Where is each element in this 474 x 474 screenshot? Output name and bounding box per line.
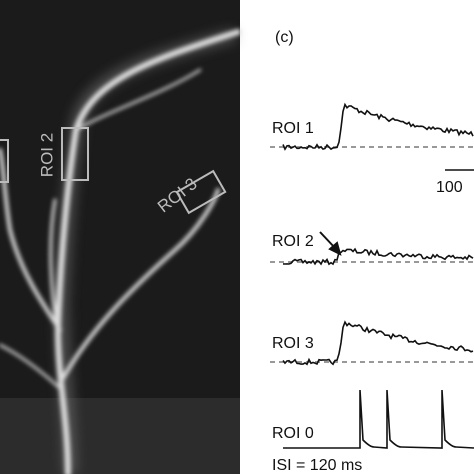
trace-label: ROI 1 xyxy=(272,120,314,137)
traces xyxy=(282,102,474,449)
trace xyxy=(282,247,474,266)
trace xyxy=(282,102,474,151)
trace xyxy=(282,320,474,366)
trace-label: ROI 0 xyxy=(272,425,314,442)
trace-label: ROI 2 xyxy=(272,233,314,250)
roi-label: ROI 2 xyxy=(37,133,56,177)
trace-label: ROI 3 xyxy=(272,335,314,352)
baselines xyxy=(270,146,474,363)
arrow xyxy=(319,231,342,256)
scale-label: 100 xyxy=(436,179,463,196)
trace xyxy=(283,389,474,449)
panel-label: (c) xyxy=(275,29,294,46)
caption: ISI = 120 ms xyxy=(272,457,362,474)
micrograph: ROI 2 ROI 3 xyxy=(0,0,241,474)
